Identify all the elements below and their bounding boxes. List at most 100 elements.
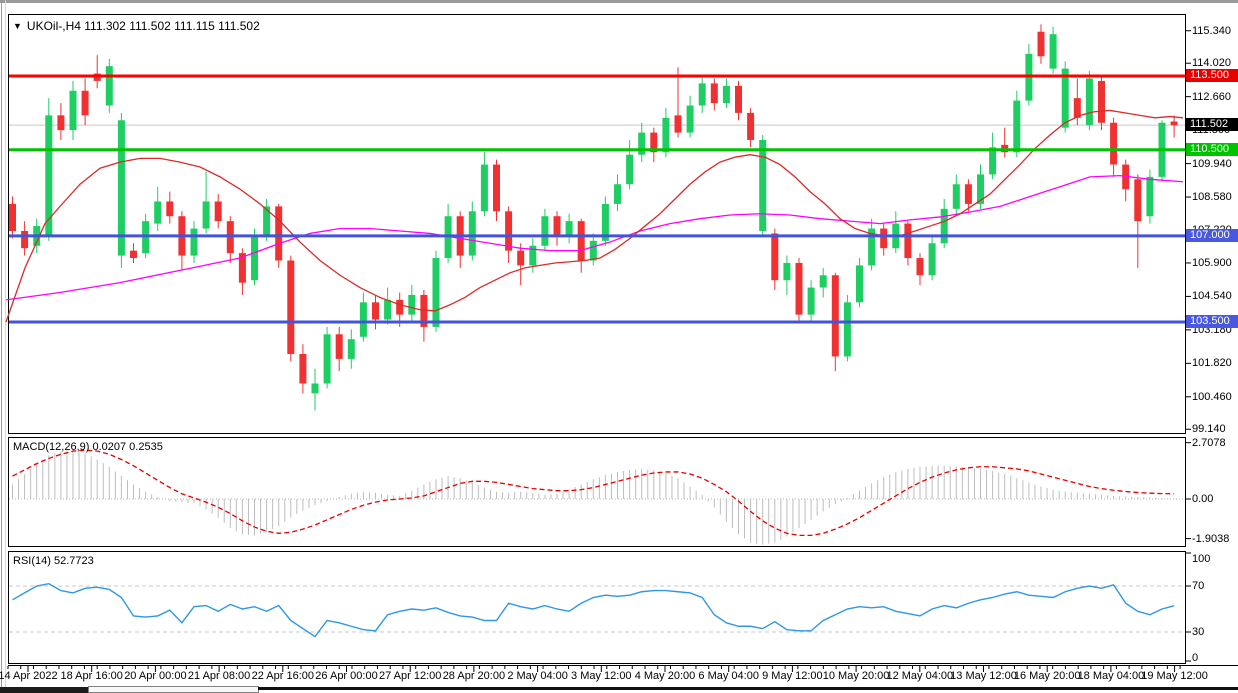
rsi-pane[interactable] bbox=[8, 551, 1186, 664]
candle bbox=[480, 152, 488, 217]
candle bbox=[904, 221, 912, 266]
candle bbox=[117, 112, 125, 268]
rsi-axis-label: 70 bbox=[1192, 580, 1205, 592]
candle bbox=[952, 174, 960, 214]
candle bbox=[408, 285, 416, 322]
macd-pane[interactable] bbox=[8, 437, 1186, 547]
candle bbox=[638, 122, 646, 163]
price-level-badge: 111.502 bbox=[1186, 118, 1238, 132]
time-axis-label: 2 May 04:00 bbox=[507, 670, 568, 682]
horizontal-level-lines bbox=[9, 74, 1185, 324]
candle bbox=[626, 139, 634, 190]
candle bbox=[81, 78, 89, 126]
ma-fast-red-line bbox=[5, 109, 1184, 323]
candle bbox=[565, 213, 573, 244]
price-axis-label: 112.660 bbox=[1192, 90, 1231, 103]
price-level-badge: 113.500 bbox=[1186, 69, 1238, 82]
candle bbox=[311, 368, 319, 411]
candle bbox=[747, 107, 755, 148]
candle bbox=[299, 344, 307, 394]
price-axis-label: 105.900 bbox=[1192, 256, 1232, 269]
macd-axis-label: -1.9038 bbox=[1192, 532, 1230, 545]
macd-histogram bbox=[12, 450, 1175, 545]
price-axis-label: 108.580 bbox=[1192, 191, 1232, 204]
candle bbox=[856, 258, 863, 308]
candle bbox=[287, 255, 295, 362]
time-axis-label: 10 May 20:00 bbox=[822, 670, 890, 682]
candle bbox=[1134, 174, 1142, 268]
candle bbox=[601, 196, 609, 246]
time-axis-label: 14 Apr 2022 bbox=[0, 670, 58, 682]
candle bbox=[493, 159, 500, 222]
time-axis-label: 13 May 12:00 bbox=[950, 670, 1017, 682]
macd-indicator-label: MACD(12,26,9) 0.0207 0.2535 bbox=[13, 441, 163, 453]
candle bbox=[347, 329, 355, 369]
candle bbox=[190, 221, 198, 263]
candle bbox=[735, 80, 742, 121]
time-axis-label: 9 May 12:00 bbox=[762, 670, 823, 682]
candle bbox=[1098, 76, 1105, 131]
macd-signal-line bbox=[12, 449, 1175, 537]
time-axis-label: 4 May 20:00 bbox=[634, 670, 696, 682]
candle bbox=[1146, 169, 1154, 224]
candle bbox=[614, 174, 621, 212]
time-axis-label: 22 Apr 16:00 bbox=[251, 670, 314, 682]
time-axis-label: 12 May 04:00 bbox=[886, 670, 954, 682]
candle bbox=[105, 58, 113, 113]
candle bbox=[722, 78, 730, 108]
candle bbox=[577, 218, 585, 273]
candle bbox=[819, 267, 827, 298]
candle bbox=[650, 127, 658, 163]
time-axis-label: 18 May 04:00 bbox=[1077, 670, 1145, 682]
candle bbox=[541, 208, 549, 251]
candle bbox=[686, 95, 694, 138]
price-level-badge: 110.500 bbox=[1186, 142, 1238, 156]
price-axis-label: 109.940 bbox=[1192, 157, 1232, 170]
axis-ticks bbox=[7, 30, 1191, 672]
candle bbox=[263, 199, 271, 241]
price-axis-label: 101.820 bbox=[1192, 357, 1232, 370]
time-axis-label: 20 Apr 00:00 bbox=[124, 670, 187, 682]
macd-axis-label: 0.00 bbox=[1192, 493, 1214, 505]
price-axis-label: 100.460 bbox=[1192, 390, 1232, 403]
candle bbox=[795, 258, 803, 322]
candle bbox=[335, 326, 343, 372]
rsi-axis-label: 30 bbox=[1192, 626, 1205, 638]
rsi-axis-label: 100 bbox=[1192, 553, 1211, 565]
symbol-ohlc-text: UKOil-,H4 111.302 111.502 111.115 111.50… bbox=[26, 19, 260, 33]
candle bbox=[759, 135, 767, 236]
candle bbox=[964, 179, 972, 212]
candle bbox=[468, 201, 476, 261]
candle bbox=[251, 228, 258, 286]
time-axis-label: 28 Apr 20:00 bbox=[442, 670, 506, 682]
candle bbox=[674, 67, 682, 138]
candle bbox=[771, 228, 779, 291]
candle bbox=[21, 221, 29, 256]
bottom-strip-tab[interactable] bbox=[88, 686, 259, 693]
chart-dropdown-icon[interactable]: ▼ bbox=[13, 21, 22, 31]
candle bbox=[928, 235, 936, 281]
bottom-strip bbox=[0, 686, 1238, 693]
candle bbox=[1170, 115, 1178, 138]
price-axis-label: 99.140 bbox=[1192, 423, 1226, 436]
candle bbox=[372, 294, 379, 330]
time-axis-label: 18 Apr 16:00 bbox=[60, 670, 123, 682]
bottom-strip-left bbox=[0, 687, 88, 693]
time-axis-label: 6 May 04:00 bbox=[698, 670, 759, 682]
candle bbox=[710, 78, 718, 111]
candle bbox=[589, 233, 597, 266]
candle bbox=[154, 186, 162, 231]
candle bbox=[1085, 71, 1093, 131]
candle bbox=[214, 194, 222, 229]
macd-axis-label: 2.7078 bbox=[1192, 436, 1226, 449]
candle bbox=[166, 191, 174, 224]
symbol-title: ▼ UKOil-,H4 111.302 111.502 111.115 111.5… bbox=[13, 19, 260, 33]
time-axis-label: 16 May 20:00 bbox=[1013, 670, 1081, 682]
time-axis-label: 3 May 12:00 bbox=[571, 670, 632, 682]
candle bbox=[57, 103, 65, 140]
candle bbox=[1037, 24, 1045, 64]
price-axis-label: 114.020 bbox=[1192, 57, 1231, 70]
time-axis-label: 27 Apr 12:00 bbox=[378, 670, 442, 682]
